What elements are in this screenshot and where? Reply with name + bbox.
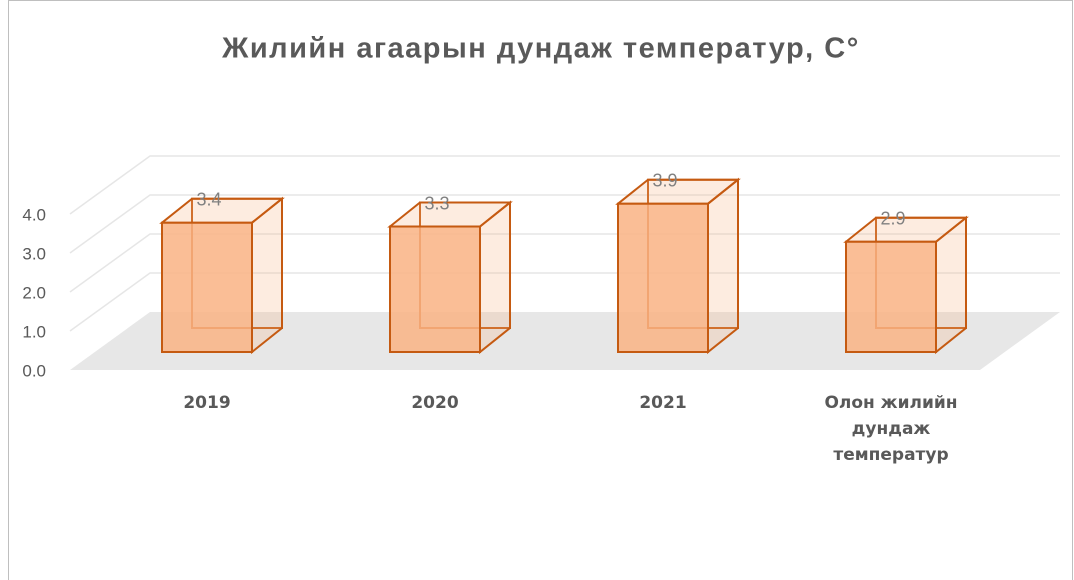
data-label: 3.4	[196, 189, 221, 209]
data-label: 2.9	[880, 208, 905, 228]
x-tick-label: 2021	[639, 393, 687, 413]
bar-side	[251, 196, 283, 355]
y-tick-label: 1.0	[22, 322, 46, 341]
y-tick-label: 2.0	[22, 283, 46, 302]
bar	[617, 202, 709, 353]
bar-side	[479, 200, 511, 355]
bar-side	[707, 177, 739, 355]
x-tick-label: Олон жилийн дундаж температур	[824, 393, 958, 465]
bar	[845, 240, 937, 353]
y-tick-label: 4.0	[22, 205, 46, 224]
y-tick-label: 3.0	[22, 244, 46, 263]
bar	[161, 221, 253, 353]
chart-title: Жилийн агаарын дундаж температур, С°	[221, 33, 860, 65]
floor	[70, 312, 1060, 370]
chart-border	[8, 0, 1073, 580]
grid-line	[69, 272, 1060, 332]
data-label: 3.3	[424, 193, 449, 213]
grid-line	[69, 233, 1060, 293]
grid-line	[69, 155, 1060, 215]
y-tick-label: 0.0	[22, 361, 46, 380]
grid-line	[69, 194, 1060, 254]
x-tick-label: 2020	[411, 393, 459, 413]
data-label: 3.9	[652, 170, 677, 190]
bar	[389, 225, 481, 353]
x-tick-label: 2019	[183, 393, 231, 413]
